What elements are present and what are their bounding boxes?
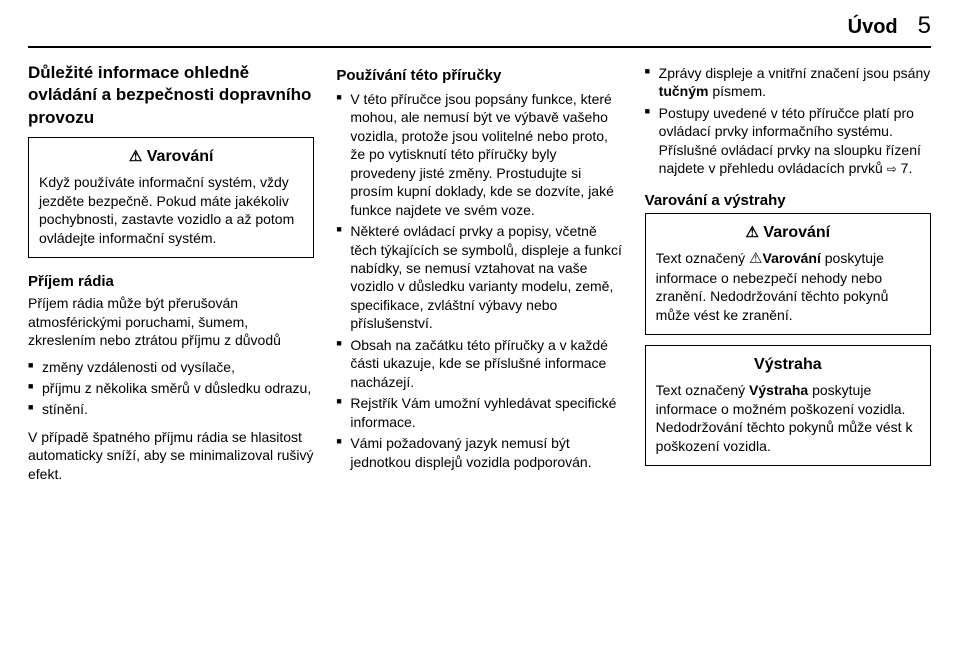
bold-text: tučným [659, 83, 709, 99]
text: písmem. [708, 83, 766, 99]
col3-subheading-warn: Varování a výstrahy [645, 191, 931, 211]
list-item: změny vzdálenosti od vysílače, [28, 358, 314, 376]
list-item: příjmu z několika směrů v důsledku odraz… [28, 379, 314, 397]
warning-box-2: ⚠ Varování Text označený ⚠Varování posky… [645, 213, 931, 335]
col1-subheading-radio: Příjem rádia [28, 272, 314, 292]
caution-box: Výstraha Text označený Výstraha poskytuj… [645, 345, 931, 466]
bold-text: Výstraha [749, 382, 808, 398]
warning-icon: ⚠ [749, 249, 762, 269]
list-item: Vámi požadovaný jazyk nemusí být jednotk… [336, 434, 622, 471]
warning-box-1-title-text: Varování [147, 148, 214, 165]
warning-box-1-body: Když používáte informační systém, vždy j… [39, 173, 303, 247]
text: Text označený [656, 250, 749, 266]
column-3: Zprávy displeje a vnitřní značení jsou p… [645, 62, 931, 636]
warning-box-2-title: ⚠ Varování [656, 222, 920, 243]
text: . [908, 160, 912, 176]
text: Text označený [656, 382, 749, 398]
warning-icon: ⚠ [129, 147, 142, 167]
link-icon: ⇨ [887, 162, 897, 178]
col2-subheading-use: Používání této příručky [336, 66, 622, 86]
text: Postupy uvedené v této příručce platí pr… [659, 105, 921, 176]
radio-list: změny vzdálenosti od vysílače, příjmu z … [28, 358, 314, 422]
caution-box-body: Text označený Výstraha poskytuje informa… [656, 381, 920, 455]
warning-icon: ⚠ [746, 223, 759, 243]
column-2: Používání této příručky V této příručce … [336, 62, 622, 636]
col1-heading: Důležité informace ohledně ovládání a be… [28, 62, 314, 129]
list-item: Zprávy displeje a vnitřní značení jsou p… [645, 64, 931, 101]
col3-top-list: Zprávy displeje a vnitřní značení jsou p… [645, 64, 931, 181]
warning-box-1: ⚠ Varování Když používáte informační sys… [28, 137, 314, 258]
list-item: Postupy uvedené v této příručce platí pr… [645, 104, 931, 178]
warning-box-2-title-text: Varování [763, 224, 830, 241]
list-item: Některé ovládací prvky a popisy, včetně … [336, 222, 622, 333]
list-item: stínění. [28, 400, 314, 418]
warning-box-2-body: Text označený ⚠Varování poskytuje inform… [656, 249, 920, 324]
use-list: V této příručce jsou popsány funkce, kte… [336, 90, 622, 474]
warning-box-1-title: ⚠ Varování [39, 146, 303, 167]
bold-text: Varování [763, 250, 821, 266]
column-1: Důležité informace ohledně ovládání a be… [28, 62, 314, 636]
page-header: Úvod 5 [28, 12, 931, 48]
page-number: 5 [918, 12, 931, 40]
header-title: Úvod [848, 16, 898, 39]
list-item: V této příručce jsou popsány funkce, kte… [336, 90, 622, 219]
text: Zprávy displeje a vnitřní značení jsou p… [659, 65, 931, 81]
columns: Důležité informace ohledně ovládání a be… [28, 62, 931, 636]
radio-intro: Příjem rádia může být přerušován atmosfé… [28, 294, 314, 349]
page: Úvod 5 Důležité informace ohledně ovládá… [0, 0, 959, 656]
list-item: Obsah na začátku této příručky a v každé… [336, 336, 622, 391]
caution-box-title: Výstraha [656, 354, 920, 375]
radio-after: V případě špatného příjmu rádia se hlasi… [28, 428, 314, 483]
list-item: Rejstřík Vám umožní vyhledávat specifick… [336, 394, 622, 431]
